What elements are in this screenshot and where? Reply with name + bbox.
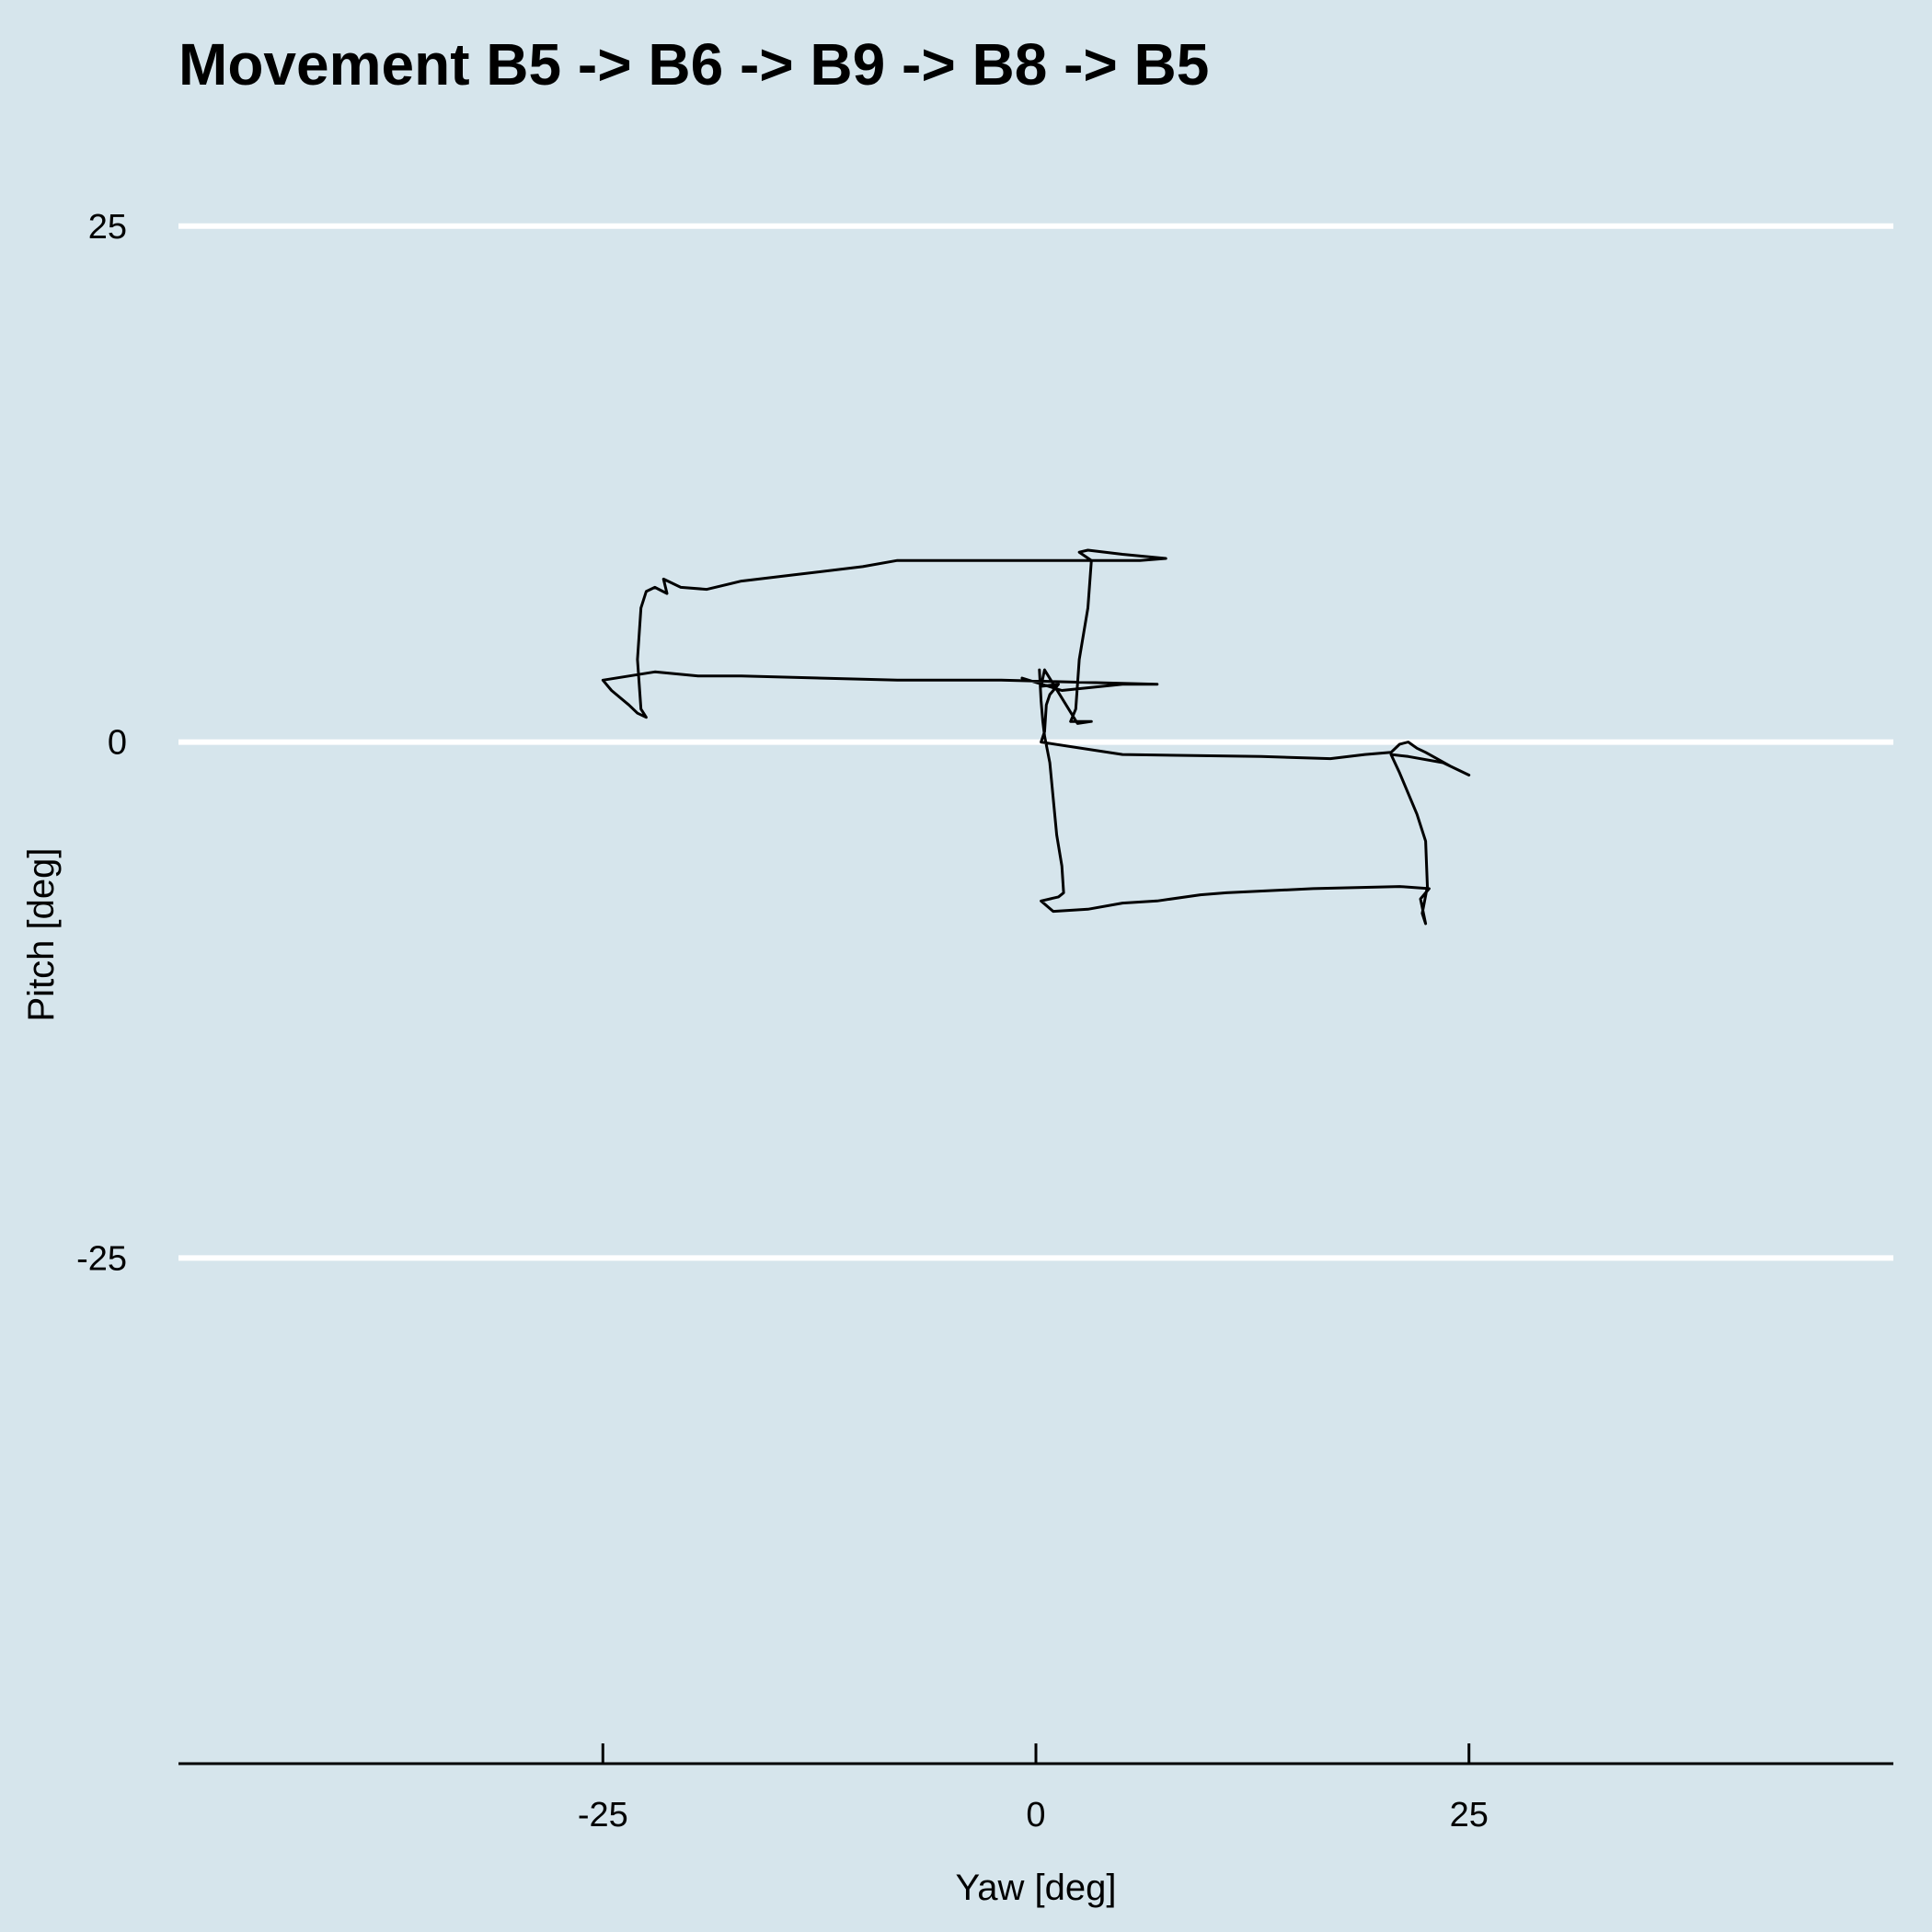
- y-tick-label: -25: [76, 1239, 127, 1278]
- x-tick-label: 0: [1026, 1796, 1045, 1834]
- x-tick-label: -25: [578, 1796, 628, 1834]
- x-tick-label: 25: [1450, 1796, 1489, 1834]
- x-axis-title: Yaw [deg]: [956, 1868, 1117, 1908]
- gridlines: [178, 223, 1893, 1261]
- x-axis-ticks: -25 0 25: [578, 1743, 1489, 1834]
- chart-title: Movement B5 -> B6 -> B9 -> B8 -> B5: [178, 31, 1209, 98]
- y-axis-title: Pitch [deg]: [21, 847, 62, 1021]
- y-axis-ticks: 25 0 -25: [76, 208, 127, 1279]
- plot-area: [601, 548, 1471, 926]
- y-tick-label: 25: [88, 208, 127, 247]
- trajectory-line: [601, 548, 1471, 926]
- y-tick-label: 0: [108, 724, 127, 763]
